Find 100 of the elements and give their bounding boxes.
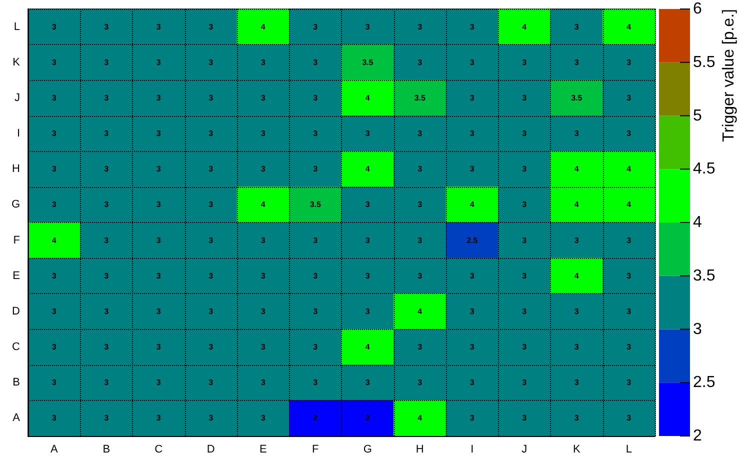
data-label: 3 [156,200,162,210]
data-label: 3 [104,200,110,210]
y-tick-label: J [14,92,20,104]
x-tick-label: F [312,444,320,456]
x-tick-label: H [416,444,424,456]
data-label: 3 [104,164,110,174]
data-label: 3 [313,271,318,280]
data-label: 3 [52,164,57,174]
y-tick-label: A [12,412,21,424]
y-tick-label: E [12,270,20,282]
data-label: 3 [470,129,475,138]
x-tick-label: E [259,444,267,456]
data-label: 3 [470,58,475,67]
data-label: 3 [313,93,318,102]
color-bar-label: 4.5 [693,160,716,178]
data-label: 3 [208,200,214,210]
data-label: 3 [52,200,57,210]
data-label: 3 [522,271,528,280]
data-label: 3 [208,378,214,388]
data-label: 4 [574,200,580,210]
data-label: 3 [104,378,110,388]
color-bar-label: 5.5 [693,54,716,71]
data-label: 2 [365,414,370,423]
data-label: 3 [208,58,214,67]
data-label: 3 [52,306,57,316]
data-label: 3 [626,236,632,245]
data-label: 3 [574,236,580,245]
data-label: 2.5 [466,236,478,245]
data-label: 3 [208,129,214,138]
data-label: 3 [104,271,110,280]
data-label: 4 [418,306,423,316]
data-label: 3 [156,58,162,67]
color-bar-label: 2 [693,428,702,444]
data-label: 3 [156,378,162,388]
data-label: 3 [52,378,57,388]
data-label: 3 [156,93,162,102]
x-tick-label: J [522,444,528,456]
data-label: 3 [522,236,528,245]
y-tick-label: K [12,56,21,68]
data-label: 3 [208,342,214,352]
data-label: 3 [522,414,528,423]
data-label: 4 [574,271,580,280]
data-label: 3 [260,378,266,388]
x-tick-label: C [154,444,163,456]
data-label: 3 [52,22,57,32]
data-label: 3 [470,306,475,316]
data-label: 3 [313,236,318,245]
data-label: 3 [365,22,370,32]
data-label: 3 [313,58,318,67]
data-label: 3 [626,271,632,280]
x-tick-label: D [206,444,215,456]
y-tick-label: D [12,305,20,318]
data-label: 3 [470,378,475,388]
data-label: 3 [313,342,318,352]
data-label: 3 [470,93,475,102]
data-label: 3 [156,414,162,423]
data-label: 3 [522,342,528,352]
y-tick-label: B [12,376,20,389]
data-label: 3 [522,164,528,174]
data-label: 3 [260,306,266,316]
data-label: 4 [470,200,475,210]
data-label: 3 [365,306,370,316]
data-label: 4 [522,22,528,32]
data-label: 4 [626,164,632,174]
data-label: 3 [365,378,370,388]
data-label: 3 [208,164,214,174]
data-label: 3 [156,129,162,138]
data-label: 3 [156,164,162,174]
data-label: 4 [365,342,370,352]
data-label: 3 [313,306,318,316]
data-label: 3 [156,271,162,280]
data-label: 3 [156,342,162,352]
y-tick-label: L [14,20,20,33]
data-label: 3 [156,22,162,32]
data-label: 3 [313,164,318,174]
data-label: 3 [104,414,110,423]
data-label: 3 [418,164,423,174]
data-label: 3 [418,200,423,210]
y-tick-label: G [11,198,20,211]
data-label: 3 [52,342,57,352]
data-label: 3 [626,414,632,423]
data-label: 3 [522,200,528,210]
y-tick-label: F [13,234,20,246]
data-label: 3 [104,129,110,138]
data-label: 3 [470,164,475,174]
color-bar-label: 4 [693,214,702,231]
x-tick-label: K [572,444,581,456]
data-label: 3 [365,236,370,245]
data-label: 3 [418,129,423,138]
data-label: 3 [626,306,632,316]
color-bar-label: 3.5 [693,267,716,284]
data-label: 4 [260,200,266,210]
x-tick-label: L [626,444,632,456]
data-label: 3 [208,22,214,32]
data-label: 3 [52,271,57,280]
data-label: 3 [313,22,318,32]
data-label: 3 [470,271,475,280]
data-label: 3 [52,58,57,67]
color-bar-label: 5 [693,107,702,124]
data-label: 3 [418,342,423,352]
